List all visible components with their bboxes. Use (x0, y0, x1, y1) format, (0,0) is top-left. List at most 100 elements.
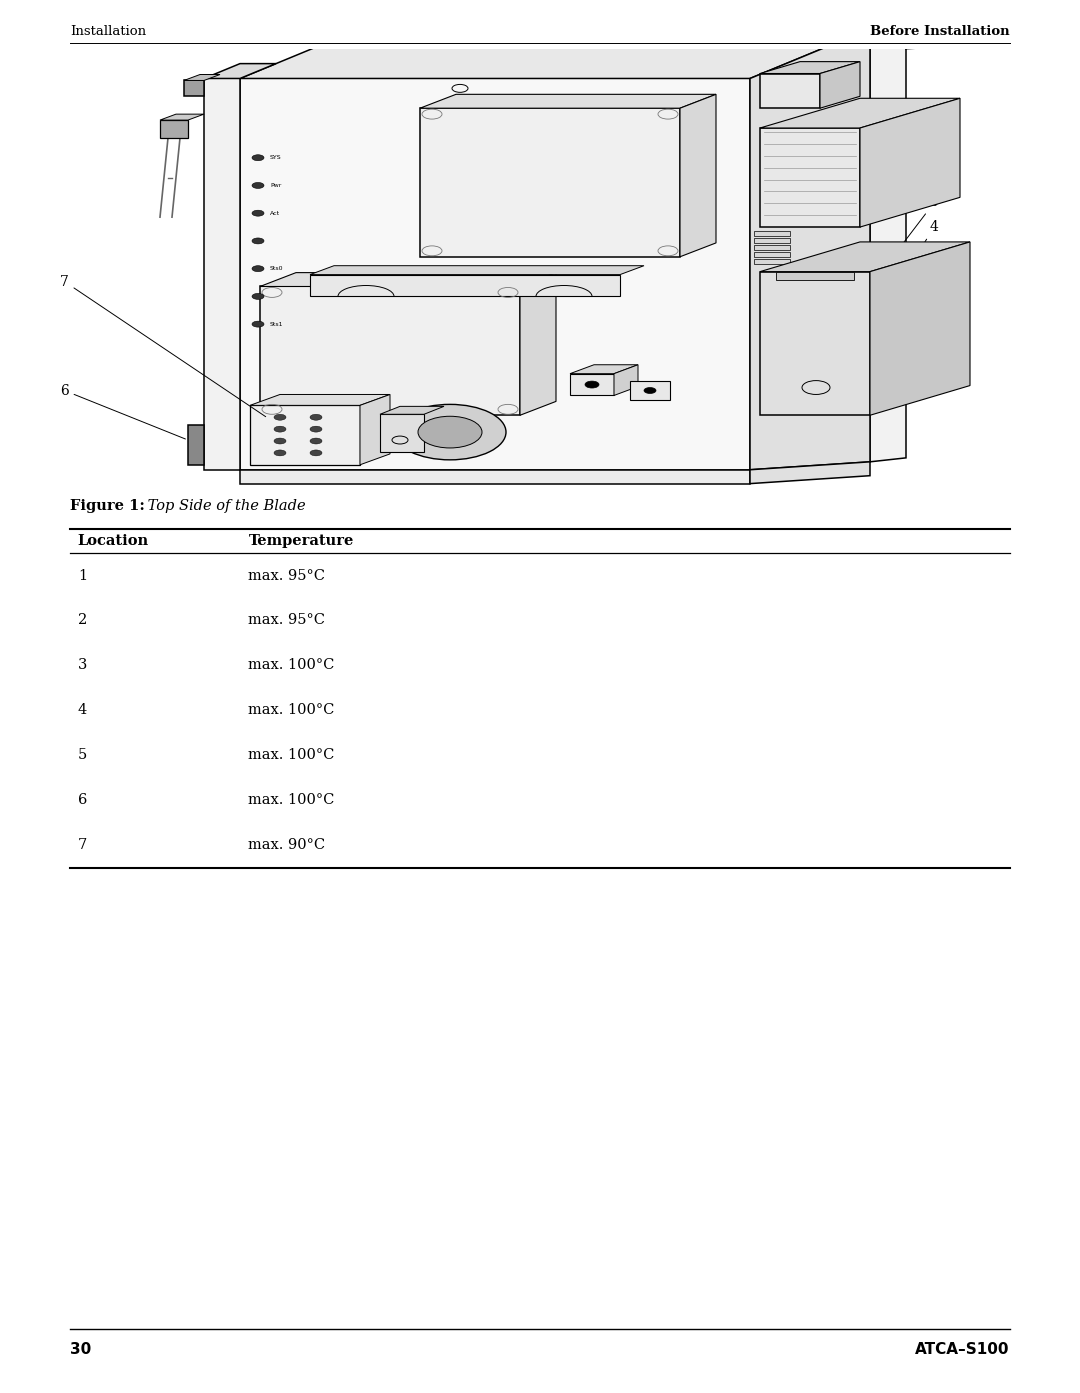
Circle shape (310, 437, 322, 444)
Polygon shape (570, 365, 638, 373)
Polygon shape (760, 272, 870, 415)
Text: Temperature: Temperature (248, 534, 354, 549)
Circle shape (274, 426, 286, 432)
Polygon shape (750, 462, 870, 483)
Polygon shape (249, 394, 390, 405)
Polygon shape (680, 95, 716, 256)
Text: ATCA–S100: ATCA–S100 (916, 1343, 1010, 1357)
Text: Top Side of the Blade: Top Side of the Blade (143, 499, 306, 513)
Polygon shape (310, 274, 620, 297)
Text: 7: 7 (78, 839, 87, 853)
Circle shape (310, 450, 322, 456)
Circle shape (274, 450, 286, 456)
Polygon shape (260, 273, 556, 287)
Text: 5: 5 (875, 245, 939, 364)
Text: max. 100°C: max. 100°C (248, 748, 335, 762)
Circle shape (310, 426, 322, 432)
Circle shape (252, 294, 264, 299)
Polygon shape (204, 64, 276, 78)
Text: 1: 1 (78, 568, 86, 582)
Circle shape (274, 437, 286, 444)
Polygon shape (240, 78, 750, 469)
Polygon shape (249, 405, 360, 465)
Text: Sts1: Sts1 (270, 322, 283, 326)
Polygon shape (160, 114, 204, 120)
Polygon shape (750, 29, 870, 469)
Text: Before Installation: Before Installation (870, 25, 1010, 38)
Polygon shape (630, 380, 670, 400)
Circle shape (644, 387, 656, 393)
Polygon shape (777, 272, 854, 280)
Circle shape (252, 155, 264, 160)
Text: 6: 6 (78, 794, 87, 808)
Circle shape (252, 182, 264, 188)
Polygon shape (188, 425, 204, 465)
Text: Sts0: Sts0 (270, 266, 283, 272)
Polygon shape (760, 128, 860, 227)
Text: 4: 4 (876, 220, 939, 319)
Polygon shape (380, 414, 424, 451)
Polygon shape (310, 266, 644, 274)
Polygon shape (870, 242, 970, 415)
Text: 6: 6 (60, 383, 186, 439)
Text: 2: 2 (78, 613, 87, 627)
Text: 7: 7 (60, 274, 266, 417)
Text: 4: 4 (78, 703, 87, 717)
Polygon shape (760, 99, 960, 128)
Text: max. 95°C: max. 95°C (248, 613, 325, 627)
Polygon shape (860, 99, 960, 227)
Polygon shape (615, 365, 638, 396)
Polygon shape (754, 231, 789, 235)
Text: Figure 1:: Figure 1: (70, 499, 145, 513)
Polygon shape (420, 109, 680, 256)
Polygon shape (240, 29, 870, 78)
Text: 1: 1 (866, 102, 939, 146)
Circle shape (310, 414, 322, 421)
Text: SYS: SYS (270, 155, 282, 160)
Polygon shape (184, 74, 220, 81)
Polygon shape (820, 61, 860, 109)
Text: max. 100°C: max. 100°C (248, 659, 335, 673)
Polygon shape (160, 120, 188, 138)
Polygon shape (519, 273, 556, 415)
Polygon shape (760, 74, 820, 109)
Text: Pwr: Pwr (270, 182, 282, 188)
Text: 30: 30 (70, 1343, 92, 1357)
Polygon shape (760, 61, 860, 74)
Polygon shape (570, 373, 615, 396)
Text: max. 95°C: max. 95°C (248, 568, 325, 582)
Polygon shape (870, 13, 936, 29)
Circle shape (585, 382, 599, 389)
Circle shape (252, 210, 264, 216)
Polygon shape (360, 0, 930, 13)
Polygon shape (420, 95, 716, 109)
Text: 2: 2 (866, 131, 939, 191)
Polygon shape (754, 252, 789, 256)
Circle shape (252, 266, 264, 272)
Polygon shape (184, 81, 204, 96)
Polygon shape (760, 242, 970, 272)
Text: 3: 3 (876, 195, 939, 280)
Text: Act: Act (270, 210, 280, 216)
Polygon shape (906, 26, 942, 49)
Polygon shape (754, 259, 789, 263)
Polygon shape (260, 287, 519, 415)
Circle shape (394, 404, 507, 460)
Polygon shape (754, 238, 789, 242)
Polygon shape (360, 13, 870, 29)
Text: max. 100°C: max. 100°C (248, 703, 335, 717)
Polygon shape (906, 17, 966, 29)
Polygon shape (870, 25, 906, 462)
Circle shape (418, 417, 482, 449)
Circle shape (252, 238, 264, 244)
Text: 3: 3 (78, 659, 87, 673)
Polygon shape (754, 245, 789, 249)
Text: max. 90°C: max. 90°C (248, 839, 325, 853)
Polygon shape (204, 78, 240, 469)
Text: 5: 5 (78, 748, 87, 762)
Circle shape (252, 322, 264, 327)
Text: Location: Location (78, 534, 149, 549)
Circle shape (274, 414, 286, 421)
Text: max. 100°C: max. 100°C (248, 794, 335, 808)
Polygon shape (380, 407, 444, 414)
